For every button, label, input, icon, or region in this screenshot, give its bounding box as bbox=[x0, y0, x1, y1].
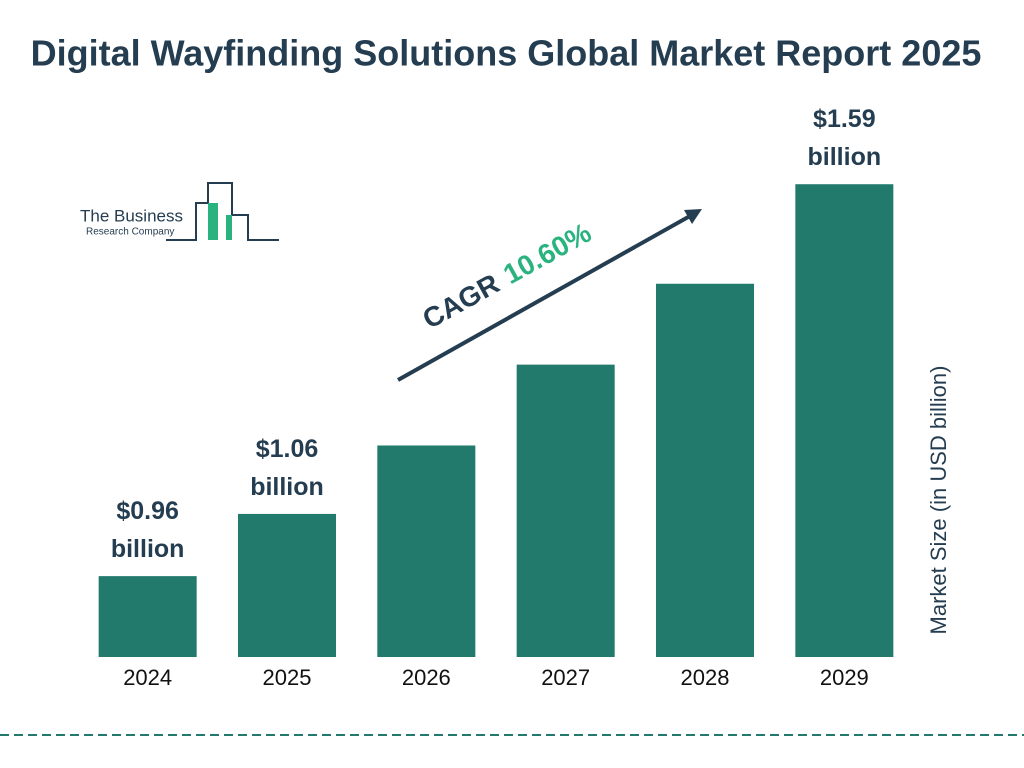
x-tick-label: 2028 bbox=[681, 665, 730, 690]
chart-title: Digital Wayfinding Solutions Global Mark… bbox=[31, 33, 982, 74]
logo-subtitle: Research Company bbox=[86, 227, 174, 238]
bar bbox=[98, 576, 197, 657]
bar bbox=[656, 283, 754, 657]
cagr-value: 10.60% bbox=[498, 217, 596, 290]
x-tick-label: 2025 bbox=[263, 665, 312, 690]
x-tick-label: 2026 bbox=[402, 665, 451, 690]
x-tick-label: 2029 bbox=[820, 665, 869, 690]
y-axis-label: Market Size (in USD billion) bbox=[926, 366, 951, 635]
value-label: $1.59 billion bbox=[807, 105, 882, 172]
cagr-label: CAGR bbox=[418, 268, 505, 335]
logo: The Business Research Company bbox=[80, 182, 279, 241]
value-label: $0.96 billion bbox=[110, 497, 185, 564]
bar bbox=[795, 184, 894, 658]
value-label: $1.06 billion bbox=[250, 434, 324, 501]
bar bbox=[516, 364, 615, 657]
bar bbox=[238, 513, 336, 657]
x-tick-label: 2027 bbox=[541, 665, 590, 690]
bar bbox=[377, 445, 476, 657]
logo-name: The Business bbox=[80, 206, 183, 225]
x-tick-label: 2024 bbox=[123, 665, 172, 690]
